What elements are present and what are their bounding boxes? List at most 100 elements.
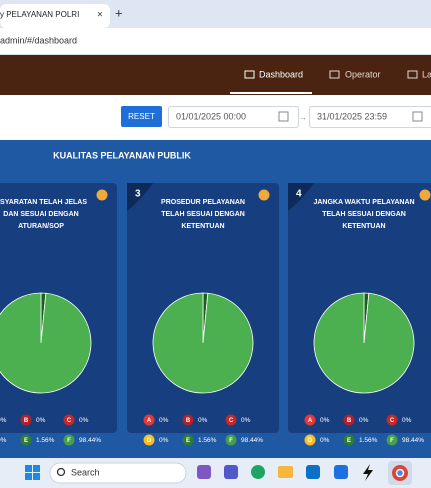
url[interactable]: admin/#/dashboard bbox=[0, 35, 77, 45]
card-title: PROSEDUR PELAYANAN bbox=[161, 199, 245, 206]
card-title: KETENTUAN bbox=[181, 223, 224, 230]
nav-icon bbox=[244, 70, 255, 79]
legend-value: 0% bbox=[0, 417, 7, 424]
legend-letter: F bbox=[390, 438, 394, 444]
help-icon[interactable] bbox=[258, 189, 270, 201]
card-title: ATURAN/SOP bbox=[18, 223, 64, 230]
start-date: 01/01/2025 00:00 bbox=[176, 111, 246, 121]
legend-letter: C bbox=[67, 418, 72, 424]
card-title: TELAH SESUAI DENGAN bbox=[322, 211, 406, 218]
legend-letter: F bbox=[67, 438, 71, 444]
legend-badge bbox=[225, 434, 237, 446]
legend-badge bbox=[182, 414, 194, 426]
new-tab[interactable]: + bbox=[115, 5, 123, 20]
legend-letter: A bbox=[308, 418, 313, 424]
pie-slice bbox=[313, 292, 415, 394]
panel-title: KUALITAS PELAYANAN PUBLIK bbox=[53, 150, 191, 160]
search-icon bbox=[56, 467, 66, 477]
app-icon[interactable] bbox=[224, 465, 238, 479]
nav-item[interactable]: Operator bbox=[345, 69, 381, 79]
app-icon[interactable] bbox=[306, 465, 320, 479]
nav-active-underline bbox=[230, 92, 312, 94]
legend-badge bbox=[304, 434, 316, 446]
legend-badge bbox=[143, 414, 155, 426]
legend-value: 98.44% bbox=[402, 437, 424, 444]
nav-item[interactable]: Dashboard bbox=[259, 69, 303, 79]
legend-badge bbox=[20, 414, 32, 426]
legend-letter: D bbox=[147, 438, 152, 444]
start-button[interactable] bbox=[25, 465, 40, 480]
tab[interactable] bbox=[0, 4, 110, 28]
help-icon[interactable] bbox=[96, 189, 108, 201]
legend-value: 98.44% bbox=[79, 437, 101, 444]
legend-letter: C bbox=[390, 418, 395, 424]
calendar-icon bbox=[278, 111, 289, 122]
legend-value: 0% bbox=[0, 437, 7, 444]
app-icon[interactable] bbox=[363, 464, 373, 481]
card-title: RSYARATAN TELAH JELAS bbox=[0, 199, 87, 206]
card-corner bbox=[288, 183, 314, 211]
legend-value: 1.56% bbox=[36, 437, 55, 444]
legend-badge bbox=[225, 414, 237, 426]
search-box[interactable] bbox=[49, 462, 187, 484]
legend-value: 0% bbox=[159, 417, 169, 424]
end-date: 31/01/2025 23:59 bbox=[317, 111, 387, 121]
legend-letter: B bbox=[347, 418, 352, 424]
legend-letter: E bbox=[186, 438, 190, 444]
date-input[interactable] bbox=[309, 106, 431, 128]
app-icon[interactable] bbox=[334, 465, 348, 479]
legend-badge bbox=[63, 414, 75, 426]
legend-value: 1.56% bbox=[359, 437, 378, 444]
legend-letter: C bbox=[229, 418, 234, 424]
legend-value: 0% bbox=[36, 417, 46, 424]
url-row bbox=[0, 28, 431, 54]
legend-badge bbox=[386, 434, 398, 446]
range-arrow: → bbox=[299, 113, 307, 122]
card-corner bbox=[127, 183, 153, 211]
legend-letter: D bbox=[308, 438, 313, 444]
legend-badge bbox=[143, 434, 155, 446]
legend-badge bbox=[343, 434, 355, 446]
app-icon[interactable] bbox=[251, 465, 265, 479]
nav-item[interactable]: La bbox=[422, 69, 431, 79]
legend-value: 1.56% bbox=[198, 437, 217, 444]
legend-value: 0% bbox=[159, 437, 169, 444]
pie-slice bbox=[152, 292, 254, 394]
legend-letter: B bbox=[24, 418, 29, 424]
calendar-icon bbox=[412, 111, 423, 122]
legend-letter: B bbox=[186, 418, 191, 424]
legend-value: 0% bbox=[241, 417, 251, 424]
help-icon[interactable] bbox=[419, 189, 431, 201]
card-title: JANGKA WAKTU PELAYANAN bbox=[313, 199, 414, 206]
reset-label: RESET bbox=[128, 112, 155, 121]
tab-title: y PELAYANAN POLRI bbox=[0, 10, 79, 19]
app-header bbox=[0, 55, 431, 95]
legend-value: 0% bbox=[359, 417, 369, 424]
legend-value: 0% bbox=[402, 417, 412, 424]
legend-letter: F bbox=[229, 438, 233, 444]
app-icon[interactable] bbox=[197, 465, 211, 479]
card-title: TELAH SESUAI DENGAN bbox=[161, 211, 245, 218]
card-number: 3 bbox=[135, 189, 141, 200]
pie-slice bbox=[0, 292, 92, 394]
card-title: DAN SESUAI DENGAN bbox=[3, 211, 78, 218]
legend-value: 98.44% bbox=[241, 437, 263, 444]
nav-icon bbox=[407, 70, 418, 79]
card-number: 4 bbox=[296, 189, 302, 200]
reset-button[interactable] bbox=[121, 106, 162, 127]
legend-badge bbox=[386, 414, 398, 426]
search-label: Search bbox=[71, 467, 100, 477]
tab-close[interactable]: × bbox=[97, 10, 103, 21]
app-icon[interactable] bbox=[278, 466, 293, 478]
legend-value: 0% bbox=[320, 437, 330, 444]
nav-icon bbox=[329, 70, 340, 79]
date-input[interactable] bbox=[168, 106, 299, 128]
legend-letter: E bbox=[347, 438, 351, 444]
legend-value: 0% bbox=[198, 417, 208, 424]
legend-badge bbox=[20, 434, 32, 446]
card-title: KETENTUAN bbox=[342, 223, 385, 230]
legend-badge bbox=[182, 434, 194, 446]
